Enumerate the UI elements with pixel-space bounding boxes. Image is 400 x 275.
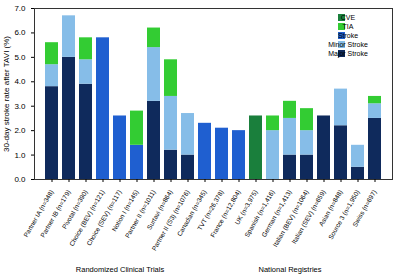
svg-text:2.0: 2.0 bbox=[14, 126, 26, 135]
svg-text:Partner II (n=1011): Partner II (n=1011) bbox=[123, 188, 157, 239]
svg-text:German (n=1,413): German (n=1,413) bbox=[260, 188, 293, 239]
svg-text:National Registries: National Registries bbox=[259, 265, 322, 274]
svg-text:3.0: 3.0 bbox=[14, 102, 26, 111]
svg-text:Asian (n=848): Asian (n=848) bbox=[317, 188, 344, 228]
svg-text:France (n=12,804): France (n=12,804) bbox=[208, 188, 242, 239]
svg-text:7.0: 7.0 bbox=[14, 4, 26, 13]
svg-text:Italian (SEV) (n=659): Italian (SEV) (n=659) bbox=[290, 188, 327, 245]
svg-text:0.0: 0.0 bbox=[14, 175, 26, 184]
svg-text:Source 3 (n=1,950): Source 3 (n=1,950) bbox=[326, 188, 361, 241]
svg-text:Choice (BEV) (n=121): Choice (BEV) (n=121) bbox=[67, 188, 106, 248]
svg-text:Pivotal (n=390): Pivotal (n=390) bbox=[60, 188, 89, 231]
svg-text:Partner IA (n=348): Partner IA (n=348) bbox=[22, 188, 55, 239]
svg-text:Surtavi (n=864): Surtavi (n=864) bbox=[145, 188, 174, 231]
svg-text:Major Stroke: Major Stroke bbox=[328, 50, 368, 58]
svg-text:Italian (BEV) (n=1064): Italian (BEV) (n=1064) bbox=[271, 188, 310, 248]
svg-text:Stroke: Stroke bbox=[338, 32, 358, 39]
svg-text:Minor Stroke: Minor Stroke bbox=[328, 41, 368, 48]
svg-text:TVT (n=26,378): TVT (n=26,378) bbox=[195, 188, 225, 232]
svg-text:Randomized Clinical Trials: Randomized Clinical Trials bbox=[76, 265, 165, 274]
svg-text:TIA: TIA bbox=[343, 23, 354, 30]
svg-text:Notion I (n=145): Notion I (n=145) bbox=[110, 188, 140, 233]
svg-text:Swiss (n=697): Swiss (n=697) bbox=[351, 189, 379, 229]
svg-text:5.0: 5.0 bbox=[14, 53, 26, 62]
svg-text:Partner II (S3) (n=1076): Partner II (S3) (n=1076) bbox=[150, 188, 191, 252]
svg-text:CVE: CVE bbox=[341, 14, 356, 21]
svg-text:Canadian (n=345): Canadian (n=345) bbox=[175, 188, 208, 238]
svg-text:1.0: 1.0 bbox=[14, 151, 26, 160]
svg-text:UK (n=3,975): UK (n=3,975) bbox=[233, 188, 259, 226]
svg-text:Partner IB (n=179): Partner IB (n=179) bbox=[38, 188, 72, 239]
svg-text:Spanish (n=1,416): Spanish (n=1,416) bbox=[242, 188, 276, 239]
svg-text:4.0: 4.0 bbox=[14, 77, 26, 86]
svg-text:6.0: 6.0 bbox=[14, 28, 26, 37]
svg-text:30-day stroke rate after TAVI: 30-day stroke rate after TAVI (%) bbox=[2, 36, 11, 152]
svg-text:Choice (SEV) (n=117): Choice (SEV) (n=117) bbox=[85, 188, 123, 247]
